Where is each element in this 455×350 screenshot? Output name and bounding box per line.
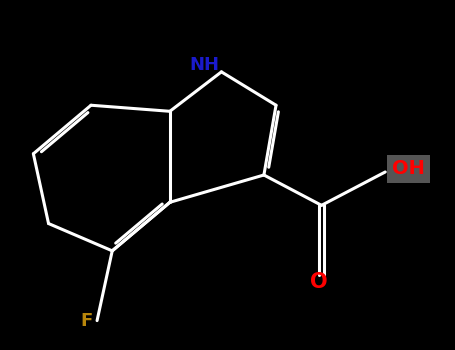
Text: F: F	[80, 312, 92, 330]
Text: O: O	[310, 272, 327, 292]
Text: NH: NH	[189, 56, 219, 74]
Text: OH: OH	[392, 160, 425, 178]
